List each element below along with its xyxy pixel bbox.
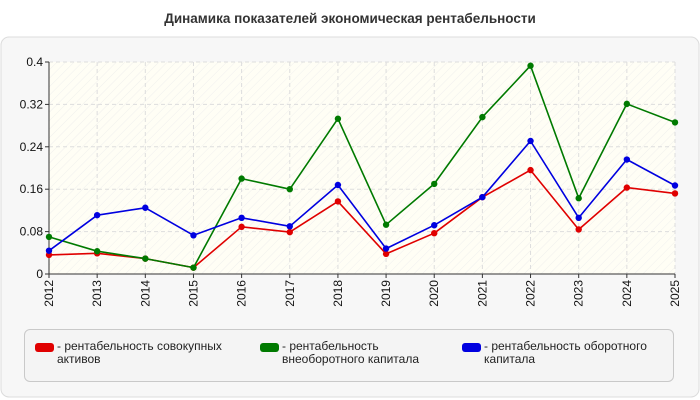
data-point-1	[527, 62, 534, 69]
data-point-2	[575, 214, 582, 222]
data-point-0	[431, 229, 438, 237]
legend-swatch-blue	[462, 343, 481, 352]
legend-item-fixed-capital[interactable]: - рентабельность внеоборотного капитала	[260, 340, 460, 366]
data-point-1	[671, 119, 679, 126]
x-tick-label: 2024	[620, 280, 634, 307]
x-tick-label: 2021	[475, 280, 489, 307]
legend-swatch-red	[35, 343, 54, 352]
data-point-0	[334, 198, 342, 205]
data-point-0	[382, 250, 390, 258]
data-point-2	[623, 156, 631, 163]
legend-label: - рентабельность совокупных активов	[57, 339, 222, 366]
legend-item-total-assets[interactable]: - рентабельность совокупных активов	[35, 340, 235, 366]
data-point-1	[142, 255, 149, 262]
data-point-2	[431, 222, 438, 229]
x-tick-label: 2020	[427, 280, 441, 307]
legend: - рентабельность совокупных активов - ре…	[24, 329, 674, 382]
data-point-1	[382, 221, 390, 228]
data-point-1	[623, 100, 631, 108]
x-tick-label: 2017	[283, 280, 297, 307]
legend-label: - рентабельность внеоборотного капитала	[282, 339, 419, 366]
data-point-0	[575, 226, 582, 233]
x-tick-label: 2019	[379, 280, 393, 307]
data-point-2	[93, 211, 101, 219]
data-point-2	[142, 204, 149, 211]
series-line-2	[48, 140, 676, 252]
x-tick-label: 2014	[138, 280, 152, 307]
x-tick-label: 2013	[90, 280, 104, 307]
x-tick-label: 2015	[186, 280, 200, 307]
data-point-1	[286, 186, 293, 193]
x-tick-label: 2025	[668, 280, 682, 307]
y-tick-label: 0.24	[20, 140, 44, 154]
data-point-2	[238, 214, 245, 222]
data-point-0	[671, 190, 679, 197]
x-tick-label: 2022	[524, 280, 538, 307]
data-point-1	[479, 113, 486, 121]
data-point-2	[190, 232, 197, 239]
plot-hatch	[49, 62, 675, 274]
legend-swatch-green	[260, 343, 279, 352]
data-point-0	[286, 228, 293, 236]
data-point-2	[527, 137, 534, 145]
data-point-2	[479, 193, 486, 201]
y-tick-label: 0.08	[20, 225, 44, 239]
y-tick-label: 0.4	[26, 55, 43, 69]
data-point-2	[671, 182, 679, 189]
data-point-1	[190, 264, 197, 271]
data-point-0	[623, 184, 631, 191]
data-point-1	[431, 180, 438, 188]
data-point-1	[575, 195, 582, 202]
x-tick-label: 2018	[331, 280, 345, 307]
data-point-0	[238, 223, 245, 231]
x-tick-label: 2012	[42, 280, 56, 307]
data-point-1	[238, 175, 245, 182]
data-point-1	[93, 248, 101, 255]
legend-label: - рентабельность оборотного капитала	[484, 339, 647, 366]
y-tick-label: 0.32	[20, 97, 44, 111]
x-tick-label: 2016	[235, 280, 249, 307]
x-tick-label: 2023	[572, 280, 586, 307]
chart-title: Динамика показателей экономическая рента…	[164, 11, 536, 26]
data-point-2	[45, 247, 53, 254]
data-point-2	[334, 181, 342, 189]
data-point-2	[382, 245, 390, 252]
legend-item-working-capital[interactable]: - рентабельность оборотного капитала	[462, 340, 662, 366]
data-point-2	[286, 223, 293, 230]
data-point-1	[334, 115, 342, 122]
y-tick-label: 0	[36, 267, 43, 281]
series-line-1	[48, 64, 676, 269]
data-point-1	[45, 233, 53, 241]
y-tick-label: 0.16	[20, 182, 44, 196]
data-point-0	[527, 166, 534, 174]
